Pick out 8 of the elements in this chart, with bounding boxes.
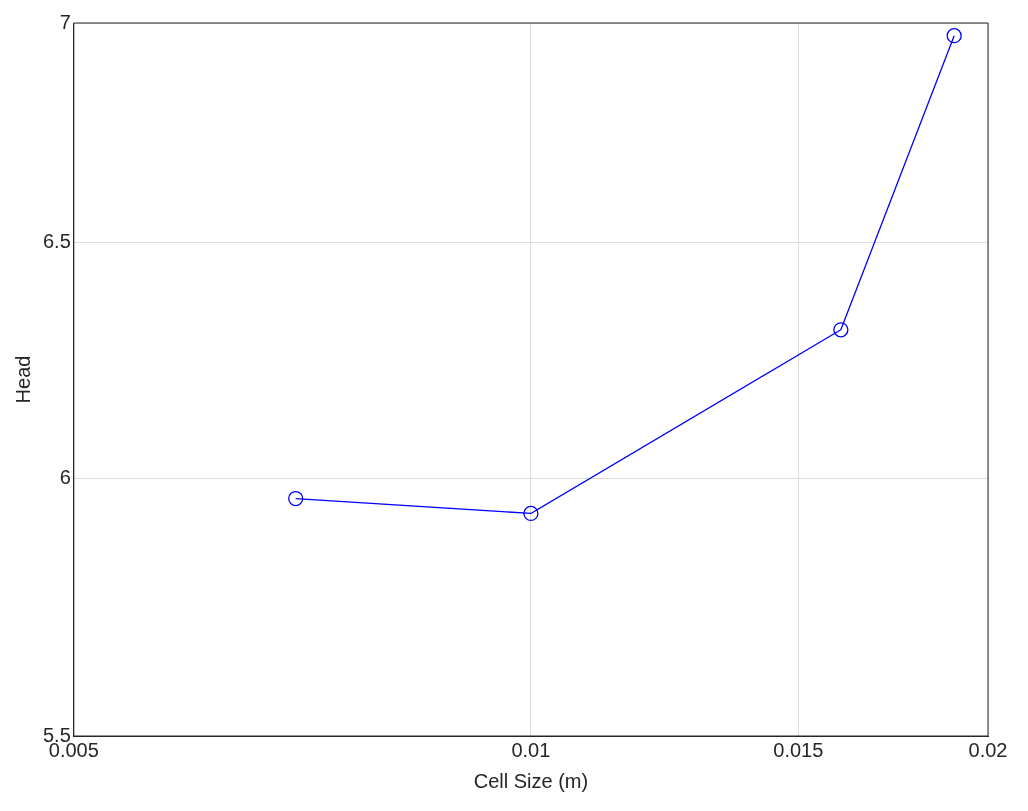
x-tick-label: 0.015 (773, 738, 824, 761)
y-tick-label: 6 (59, 466, 71, 489)
x-tick-label: 0.01 (511, 738, 551, 761)
y-tick-label: 6.5 (42, 229, 71, 252)
x-tick-label: 0.02 (968, 738, 1008, 761)
y-tick-label: 7 (59, 10, 71, 33)
y-axis-title: Head (11, 355, 34, 404)
x-axis-title: Cell Size (m) (473, 769, 589, 792)
